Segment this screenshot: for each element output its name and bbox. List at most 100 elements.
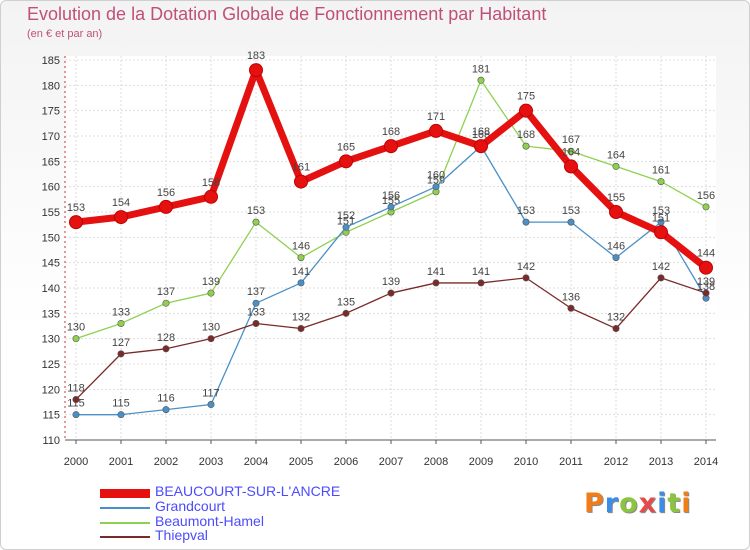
y-tick-label: 130: [42, 334, 60, 346]
data-label: 153: [652, 205, 670, 217]
data-label: 155: [607, 192, 625, 204]
data-label: 115: [67, 398, 85, 410]
data-label: 167: [562, 134, 580, 146]
data-point: [657, 178, 665, 186]
data-label: 158: [202, 177, 220, 189]
y-tick-label: 115: [42, 410, 60, 422]
x-tick-label: 2000: [64, 456, 88, 468]
data-point: [522, 142, 530, 150]
data-label: 168: [517, 129, 535, 141]
data-label: 156: [697, 190, 715, 202]
data-point: [72, 411, 80, 419]
data-point: [612, 254, 620, 262]
data-point: [432, 183, 440, 191]
x-tick-label: 2012: [604, 456, 628, 468]
data-label: 139: [382, 276, 400, 288]
data-label: 115: [112, 398, 130, 410]
legend-swatch: [100, 536, 150, 538]
data-label: 138: [697, 281, 715, 293]
legend-swatch: [100, 522, 150, 524]
y-tick-label: 180: [42, 80, 60, 92]
data-label: 141: [292, 266, 310, 278]
data-point: [252, 299, 260, 307]
data-point: [567, 304, 575, 312]
data-point: [117, 350, 125, 358]
data-point: [339, 154, 353, 169]
y-tick-label: 135: [42, 308, 60, 320]
x-tick-label: 2009: [469, 456, 493, 468]
data-label: 135: [337, 296, 355, 308]
data-point: [564, 159, 578, 174]
data-label: 142: [517, 261, 535, 273]
data-label: 130: [202, 322, 220, 334]
data-point: [294, 174, 308, 189]
data-point: [387, 289, 395, 297]
data-label: 153: [247, 205, 265, 217]
x-tick-label: 2007: [379, 456, 403, 468]
data-point: [114, 210, 128, 225]
data-point: [162, 406, 170, 414]
data-point: [657, 274, 665, 282]
data-label: 137: [247, 286, 265, 298]
legend-item-beaucourt: BEAUCOURT-SUR-L'ANCRE: [100, 483, 400, 500]
legend-item-grandcourt: Grandcourt: [100, 498, 400, 515]
data-point: [609, 205, 623, 219]
y-tick-label: 125: [42, 359, 60, 371]
data-point: [477, 279, 485, 287]
data-label: 128: [157, 332, 175, 344]
data-point: [387, 203, 395, 211]
legend-item-thiepval: Thiepval: [100, 527, 400, 544]
data-label: 175: [517, 91, 535, 103]
data-label: 118: [67, 382, 85, 394]
data-label: 155: [382, 195, 400, 207]
data-point: [567, 147, 575, 155]
data-label: 171: [427, 111, 445, 123]
legend-swatch: [100, 489, 150, 498]
data-label: 132: [292, 312, 310, 324]
data-label: 183: [247, 50, 265, 62]
data-label: 160: [427, 170, 445, 182]
data-label: 133: [112, 306, 130, 318]
data-point: [162, 299, 170, 307]
data-label: 146: [607, 241, 625, 253]
x-tick-label: 2003: [199, 456, 223, 468]
logo-letter: r: [604, 488, 620, 519]
data-point: [249, 63, 263, 78]
proxiti-logo: Proxiti: [584, 488, 692, 519]
data-label: 168: [382, 126, 400, 138]
data-label: 151: [337, 215, 355, 227]
y-tick-label: 120: [42, 384, 60, 396]
data-label: 141: [427, 266, 445, 278]
data-point: [72, 335, 80, 343]
data-point: [522, 274, 530, 282]
data-label: 133: [247, 306, 265, 318]
logo-letter: x: [638, 488, 658, 519]
data-label: 132: [607, 312, 625, 324]
data-label: 164: [562, 146, 580, 158]
data-point: [702, 289, 710, 297]
data-point: [342, 309, 350, 317]
data-label: 144: [697, 248, 715, 260]
data-label: 161: [292, 162, 310, 174]
data-point: [297, 279, 305, 287]
y-tick-label: 165: [42, 156, 60, 168]
legend-label: BEAUCOURT-SUR-L'ANCRE: [155, 483, 341, 499]
data-point: [117, 411, 125, 419]
legend-label: Grandcourt: [155, 498, 226, 514]
data-point: [477, 76, 485, 84]
data-point: [522, 218, 530, 226]
legend-item-beaumont-hamel: Beaumont-Hamel: [100, 513, 400, 530]
legend-swatch: [100, 507, 150, 509]
data-point: [474, 139, 488, 154]
data-label: 156: [157, 187, 175, 199]
data-label: 139: [697, 276, 715, 288]
data-point: [699, 260, 713, 275]
x-tick-label: 2011: [559, 456, 583, 468]
data-point: [702, 203, 710, 211]
data-label: 153: [67, 202, 85, 214]
data-label: 165: [337, 141, 355, 153]
data-point: [252, 218, 260, 226]
y-tick-label: 170: [42, 131, 60, 143]
data-label: 153: [517, 205, 535, 217]
